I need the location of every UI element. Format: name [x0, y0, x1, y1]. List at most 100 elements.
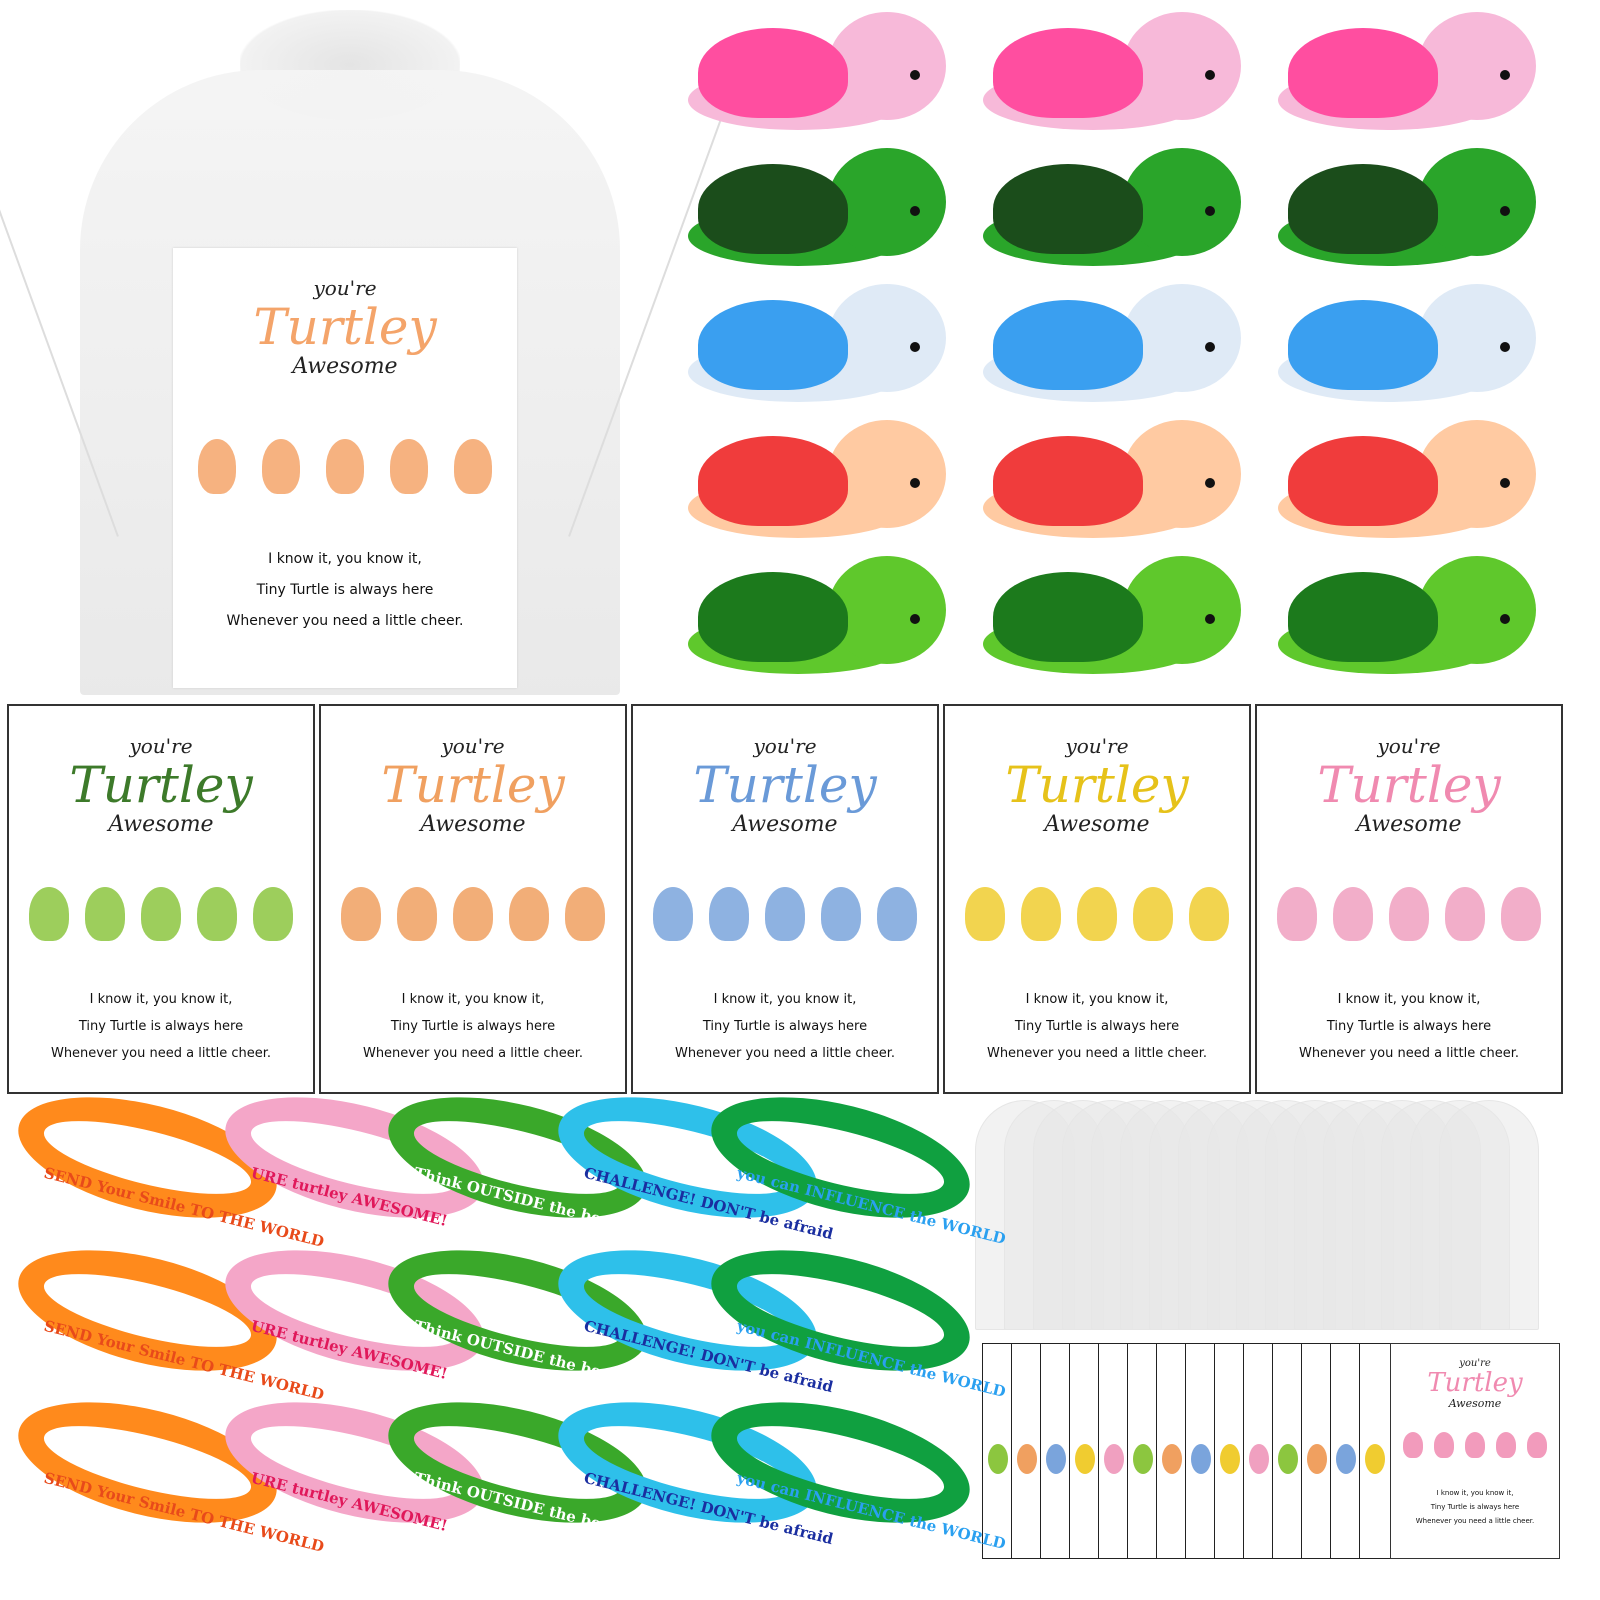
- stacked-card: [1127, 1343, 1159, 1559]
- turtle-eye: [1500, 70, 1510, 80]
- mini-turtle-icon: [988, 1444, 1008, 1474]
- card-awesome: Awesome: [292, 354, 398, 379]
- mini-turtle-icon: [141, 887, 181, 941]
- card-youre: you're: [1065, 734, 1129, 758]
- mini-turtle-icon: [1017, 1444, 1037, 1474]
- greeting-card: you're Turtley Awesome I know it, you know …: [631, 704, 939, 1094]
- mini-turtle-icon: [1527, 1432, 1548, 1458]
- stacked-card: [1185, 1343, 1217, 1559]
- mini-turtle-icon: [709, 887, 749, 941]
- card-turtley: Turtley: [1427, 1368, 1523, 1398]
- turtle-eye: [1205, 206, 1215, 216]
- mini-turtle-icon: [821, 887, 861, 941]
- turtle-head: [1123, 284, 1241, 392]
- small-card: you're Turtley Awesome I know it, you kn…: [1390, 1343, 1560, 1559]
- stacked-card: [1272, 1343, 1304, 1559]
- turtle-eye: [1500, 342, 1510, 352]
- turtle-eye: [1205, 70, 1215, 80]
- mini-turtle-icon: [1389, 887, 1429, 941]
- mini-turtle-icon: [1189, 887, 1229, 941]
- card-line2: Tiny Turtle is always here: [702, 1019, 868, 1034]
- mini-turtle-icon: [965, 887, 1005, 941]
- mini-turtle-icon: [1278, 1444, 1298, 1474]
- card-turtley: Turtley: [253, 298, 437, 356]
- turtle-figurine: [1268, 146, 1538, 281]
- mini-turtle-icon: [1046, 1444, 1066, 1474]
- mini-turtle-icon: [509, 887, 549, 941]
- mini-turtle-icon: [1191, 1444, 1211, 1474]
- card-line3: Whenever you need a little cheer.: [362, 1046, 584, 1061]
- mini-turtle-icon: [1464, 1432, 1485, 1458]
- turtle-head: [1123, 12, 1241, 120]
- card-line3: Whenever you need a little cheer.: [226, 613, 464, 629]
- turtle-eye: [1500, 478, 1510, 488]
- mini-turtle-icon: [85, 887, 125, 941]
- card-message: I know it, you know it, Tiny Turtle is al…: [321, 986, 625, 1067]
- mini-turtle-icon: [1496, 1432, 1517, 1458]
- mini-turtle-icon: [1333, 887, 1373, 941]
- card-line1: I know it, you know it,: [1337, 992, 1481, 1007]
- card-line3: Whenever you need a little cheer.: [986, 1046, 1208, 1061]
- turtle-shell: [698, 572, 848, 662]
- mini-turtle-icon: [1133, 1444, 1153, 1474]
- stacked-card: [1156, 1343, 1188, 1559]
- turtle-head: [828, 12, 946, 120]
- mini-turtle-icon: [1307, 1444, 1327, 1474]
- card-line3: Whenever you need a little cheer.: [1298, 1046, 1520, 1061]
- card-line1: I know it, you know it,: [1025, 992, 1169, 1007]
- turtle-head: [1418, 284, 1536, 392]
- turtle-figurine: [1268, 554, 1538, 689]
- turtle-figurine: [678, 10, 948, 145]
- turtle-eye: [1500, 206, 1510, 216]
- card-line3: Whenever you need a little cheer.: [1415, 1517, 1535, 1525]
- card-line2: Tiny Turtle is always here: [390, 1019, 556, 1034]
- card-message: I know it, you know it, Tiny Turtle is al…: [633, 986, 937, 1067]
- turtle-figurine: [678, 282, 948, 417]
- card-line1: I know it, you know it,: [89, 992, 233, 1007]
- card-turtley: Turtley: [693, 756, 877, 814]
- card-awesome: Awesome: [1448, 1397, 1502, 1410]
- card-youre: you're: [1377, 734, 1441, 758]
- mini-turtle-row: [333, 887, 613, 941]
- mini-turtle-icon: [1133, 887, 1173, 941]
- card-line2: Tiny Turtle is always here: [78, 1019, 244, 1034]
- turtle-eye: [910, 614, 920, 624]
- card-message: I know it, you know it, Tiny Turtle is al…: [945, 986, 1249, 1067]
- turtle-shell: [1288, 164, 1438, 254]
- stacked-card: [1330, 1343, 1362, 1559]
- turtle-head: [1418, 148, 1536, 256]
- mini-turtle-icon: [29, 887, 69, 941]
- mini-turtle-icon: [197, 887, 237, 941]
- mini-turtle-icon: [1433, 1432, 1454, 1458]
- card-line3: Whenever you need a little cheer.: [674, 1046, 896, 1061]
- organza-bags-stack: [975, 1100, 1565, 1335]
- turtle-head: [1123, 148, 1241, 256]
- featured-card: you're Turtley Awesome I know it, you kn…: [173, 248, 517, 688]
- turtle-figurine: [973, 146, 1243, 281]
- card-youre: you're: [441, 734, 505, 758]
- turtle-head: [1418, 12, 1536, 120]
- organza-bag: [1439, 1100, 1539, 1330]
- mini-turtle-icon: [262, 439, 300, 494]
- turtle-head: [828, 148, 946, 256]
- mini-turtle-icon: [1021, 887, 1061, 941]
- turtle-shell: [698, 164, 848, 254]
- mini-turtle-icon: [454, 439, 492, 494]
- mini-turtle-icon: [1077, 887, 1117, 941]
- turtle-shell: [993, 572, 1143, 662]
- card-line1: I know it, you know it,: [268, 551, 422, 567]
- card-turtley: Turtley: [69, 756, 253, 814]
- turtle-figurine: [1268, 418, 1538, 553]
- card-line2: Tiny Turtle is always here: [256, 582, 434, 598]
- stacked-card: [1359, 1343, 1391, 1559]
- mini-turtle-icon: [390, 439, 428, 494]
- card-line3: Whenever you need a little cheer.: [50, 1046, 272, 1061]
- turtle-shell: [993, 300, 1143, 390]
- mini-turtle-icon: [765, 887, 805, 941]
- card-line1: I know it, you know it,: [1436, 1489, 1514, 1497]
- card-line1: I know it, you know it,: [401, 992, 545, 1007]
- greeting-card: you're Turtley Awesome I know it, you know …: [319, 704, 627, 1094]
- card-youre: you're: [129, 734, 193, 758]
- turtle-eye: [1500, 614, 1510, 624]
- mini-turtle-icon: [397, 887, 437, 941]
